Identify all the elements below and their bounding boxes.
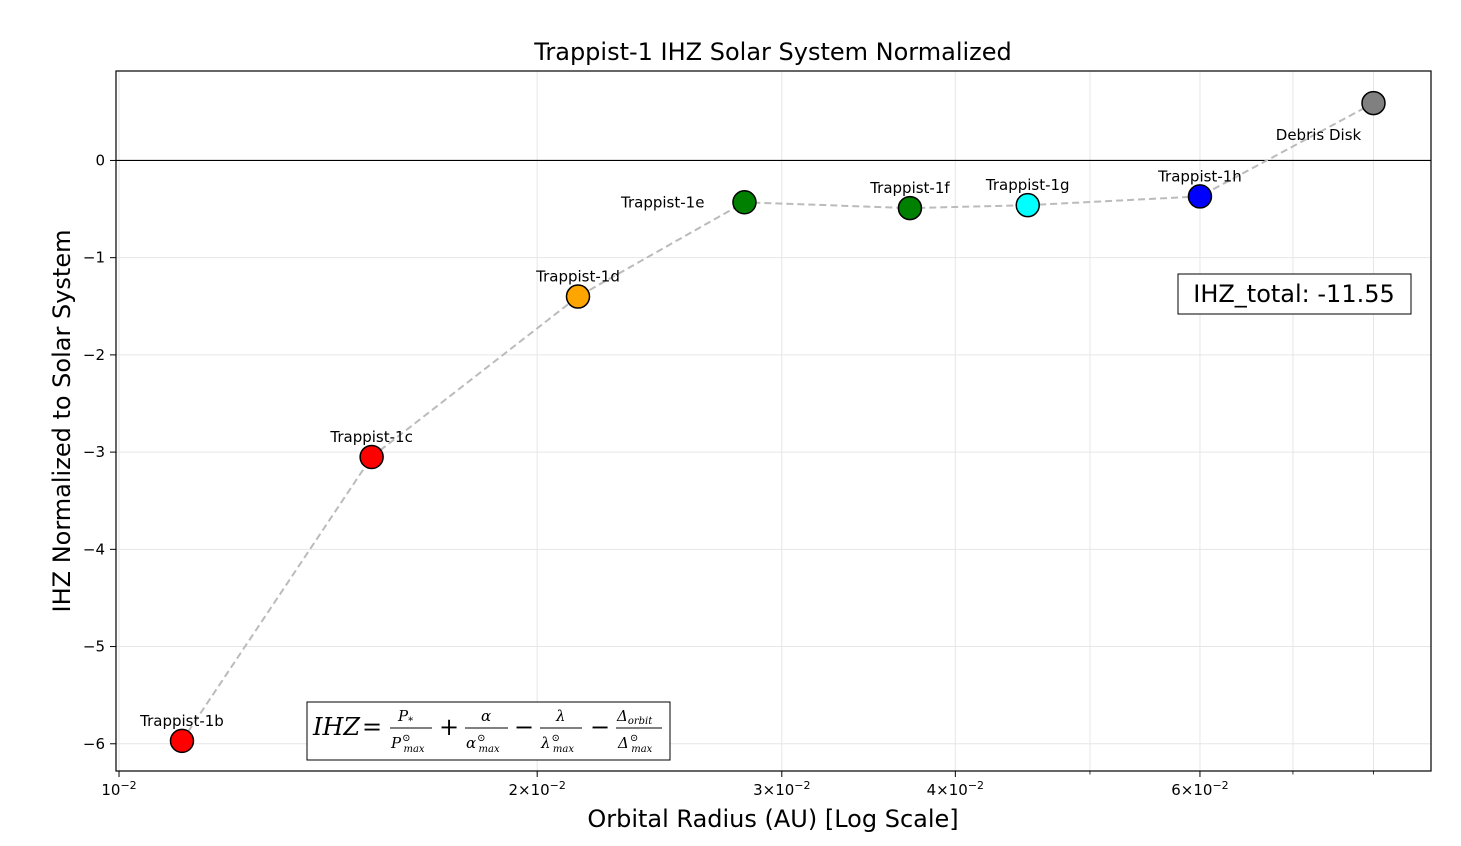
point-label: Trappist-1d [535, 268, 620, 286]
point-label: Debris Disk [1276, 126, 1362, 144]
chart-title: Trappist-1 IHZ Solar System Normalized [533, 38, 1012, 66]
y-tick-label: −5 [83, 638, 105, 656]
data-points [169, 90, 1386, 754]
y-tick-label: −6 [83, 735, 105, 753]
x-tick-label: 10−2 [101, 779, 136, 799]
x-tick-label: 4×10−2 [927, 779, 984, 799]
point-label: Trappist-1c [329, 428, 412, 446]
y-axis-label: IHZ Normalized to Solar System [48, 230, 76, 613]
point-label: Trappist-1e [620, 193, 704, 211]
svg-text:−: − [514, 713, 534, 741]
y-tick-label: −2 [83, 346, 105, 364]
x-tick-label: 3×10−2 [753, 779, 810, 799]
x-tick-label: 6×10−2 [1171, 779, 1228, 799]
svg-text:=: = [362, 713, 382, 741]
svg-text:−: − [590, 713, 610, 741]
y-tick-label: 0 [95, 151, 105, 169]
connector-line [181, 102, 1374, 742]
data-point [897, 195, 923, 221]
x-axis-label: Orbital Radius (AU) [Log Scale] [587, 805, 958, 833]
data-point [169, 728, 195, 754]
data-point [1187, 184, 1213, 209]
plot-frame [115, 70, 1432, 772]
svg-text:α: α [481, 707, 491, 725]
y-tick-label: −4 [83, 540, 105, 558]
grid-lines [116, 71, 1431, 771]
x-tick-label: 2×10−2 [508, 779, 565, 799]
data-point [565, 284, 591, 309]
data-point [1361, 90, 1386, 116]
series-connector [181, 102, 1374, 742]
x-axis-ticks: 10−2 2×10−2 3×10−2 4×10−2 6×10−2 [101, 771, 1374, 799]
data-point [1015, 192, 1040, 218]
y-tick-label: −3 [83, 443, 105, 461]
ihz-formula-box: IHZ = P* P⊙ max + α α⊙ max − λ λ⊙ max − Δor… [306, 701, 671, 761]
svg-text:+: + [439, 713, 459, 741]
data-point [732, 190, 757, 215]
data-point [359, 444, 384, 470]
ihz-total-text: IHZ_total: -11.55 [1193, 280, 1395, 308]
point-labels: Trappist-1b Trappist-1c Trappist-1d Trappis… [139, 126, 1361, 730]
point-label: Trappist-1f [869, 179, 950, 197]
svg-text:IHZ: IHZ [312, 713, 361, 741]
ihz-total-box: IHZ_total: -11.55 [1177, 273, 1412, 315]
y-tick-label: −1 [83, 249, 105, 267]
point-label: Trappist-1g [985, 176, 1070, 194]
point-label: Trappist-1h [1157, 167, 1242, 185]
point-label: Trappist-1b [139, 712, 224, 730]
y-axis-ticks: 0 −1 −2 −3 −4 −5 −6 [83, 151, 116, 753]
svg-text:λ: λ [555, 707, 566, 725]
